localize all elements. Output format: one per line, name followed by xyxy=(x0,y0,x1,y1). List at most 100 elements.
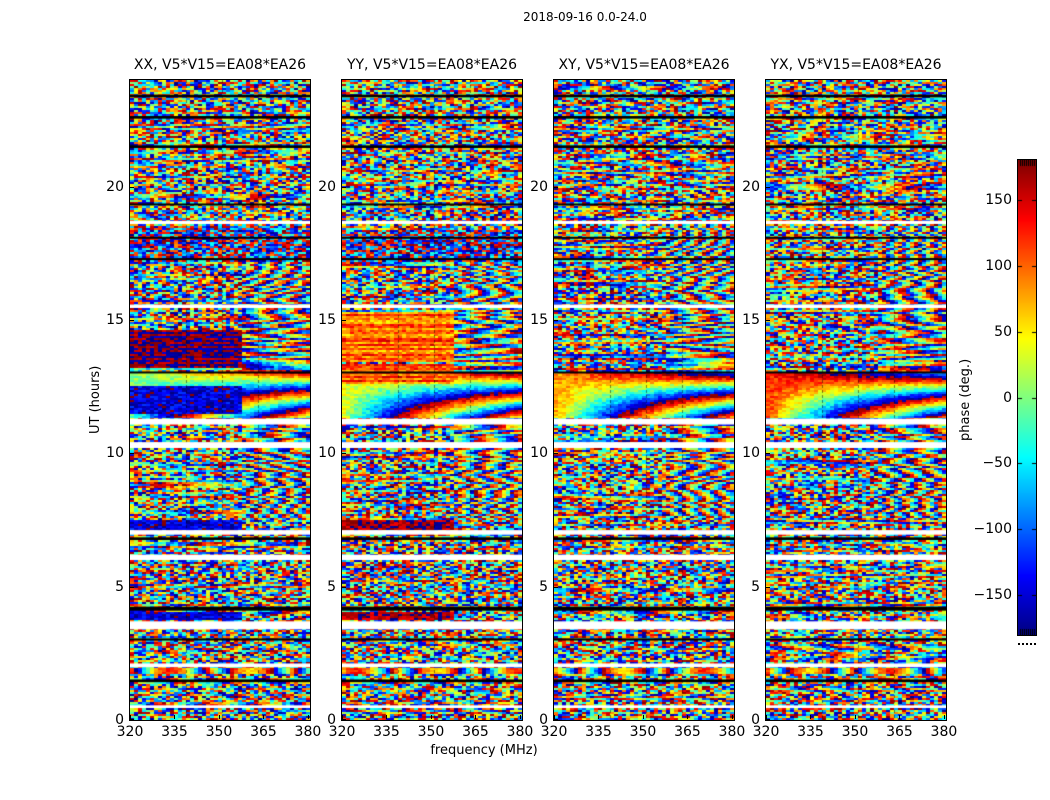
x-tick-mark xyxy=(519,715,521,719)
y-tick-mark xyxy=(554,719,558,720)
figure-title: 2018-09-16 0.0-24.0 xyxy=(523,10,647,24)
x-tick-label: 335 xyxy=(797,724,824,740)
x-tick-mark xyxy=(731,715,733,719)
x-tick-mark xyxy=(263,715,265,719)
y-tick-label: 0 xyxy=(327,712,336,728)
y-tick-label: 5 xyxy=(327,578,336,595)
x-tick-mark xyxy=(218,715,220,719)
y-tick-label: 20 xyxy=(106,178,124,195)
panel-title-yy: YY, V5*V15=EA08*EA26 xyxy=(346,57,518,73)
x-tick-mark xyxy=(598,715,600,719)
y-tick-mark xyxy=(130,186,134,188)
y-tick-label: 15 xyxy=(106,312,124,328)
x-tick-mark xyxy=(810,715,812,719)
x-tick-label: 380 xyxy=(930,724,958,740)
x-tick-mark xyxy=(766,715,767,719)
y-tick-label: 5 xyxy=(115,578,124,595)
y-tick-mark xyxy=(342,186,346,188)
x-tick-mark xyxy=(554,715,555,719)
panel-title-yx: YX, V5*V15=EA08*EA26 xyxy=(770,57,942,73)
x-tick-mark xyxy=(130,715,131,719)
y-tick-label: 5 xyxy=(751,578,760,595)
y-tick-mark xyxy=(130,453,134,455)
y-tick-label: 20 xyxy=(742,178,760,195)
y-tick-label: 0 xyxy=(115,712,124,728)
y-tick-label: 15 xyxy=(530,312,548,328)
y-tick-label: 20 xyxy=(530,178,548,195)
y-tick-label: 10 xyxy=(530,445,548,462)
y-axis-label: UT (hours) xyxy=(88,365,103,435)
y-tick-label: 10 xyxy=(318,445,336,462)
x-tick-mark xyxy=(854,715,856,719)
y-tick-label: 20 xyxy=(318,178,336,195)
heatmap-xy xyxy=(553,79,735,721)
y-tick-mark xyxy=(554,320,558,321)
y-tick-label: 10 xyxy=(106,445,124,462)
y-tick-label: 0 xyxy=(539,712,548,728)
colorbar-tick-label: 50 xyxy=(994,323,1012,340)
x-tick-label: 335 xyxy=(585,724,612,740)
x-tick-label: 335 xyxy=(373,724,400,740)
colorbar-overflow-dots xyxy=(1018,643,1036,645)
y-tick-mark xyxy=(554,586,558,588)
y-tick-mark xyxy=(342,586,346,588)
x-axis-label: frequency (MHz) xyxy=(430,743,538,758)
y-tick-label: 5 xyxy=(539,578,548,595)
y-tick-label: 15 xyxy=(318,312,336,328)
x-tick-label: 380 xyxy=(294,724,322,740)
x-tick-mark xyxy=(899,715,901,719)
y-tick-mark xyxy=(766,320,770,321)
colorbar-tick-label: 100 xyxy=(985,257,1012,274)
x-tick-label: 350 xyxy=(841,724,869,740)
x-tick-label: 350 xyxy=(417,724,445,740)
y-tick-mark xyxy=(342,719,346,720)
x-tick-label: 320 xyxy=(752,724,780,740)
colorbar-tick-label: 0 xyxy=(1003,389,1012,406)
y-tick-mark xyxy=(766,186,770,188)
heatmap-yy xyxy=(341,79,523,721)
x-tick-mark xyxy=(687,715,689,719)
x-tick-label: 320 xyxy=(540,724,568,740)
x-tick-label: 350 xyxy=(205,724,233,740)
x-tick-label: 365 xyxy=(250,724,277,740)
colorbar-gradient xyxy=(1017,159,1037,636)
y-tick-mark xyxy=(130,719,134,720)
y-tick-mark xyxy=(130,320,134,321)
colorbar-tick-label: −150 xyxy=(973,587,1012,604)
x-tick-label: 365 xyxy=(674,724,701,740)
y-tick-mark xyxy=(766,586,770,588)
colorbar-tick-label: −50 xyxy=(982,455,1012,472)
colorbar-tick-label: −100 xyxy=(973,521,1012,538)
x-tick-mark xyxy=(342,715,343,719)
x-tick-mark xyxy=(386,715,388,719)
panel-title-xx: XX, V5*V15=EA08*EA26 xyxy=(133,57,307,73)
y-tick-mark xyxy=(342,320,346,321)
x-tick-label: 380 xyxy=(718,724,746,740)
panel-title-xy: XY, V5*V15=EA08*EA26 xyxy=(558,57,730,73)
y-tick-mark xyxy=(554,186,558,188)
x-tick-mark xyxy=(430,715,432,719)
y-tick-mark xyxy=(766,453,770,455)
y-tick-mark xyxy=(766,719,770,720)
x-tick-label: 365 xyxy=(462,724,489,740)
x-tick-mark xyxy=(943,715,945,719)
heatmap-xx xyxy=(129,79,311,721)
y-tick-label: 0 xyxy=(751,712,760,728)
x-tick-label: 320 xyxy=(328,724,356,740)
x-tick-mark xyxy=(174,715,176,719)
x-tick-label: 380 xyxy=(506,724,534,740)
y-tick-mark xyxy=(130,586,134,588)
x-tick-mark xyxy=(475,715,477,719)
x-tick-label: 335 xyxy=(161,724,188,740)
x-tick-label: 350 xyxy=(629,724,657,740)
x-tick-label: 365 xyxy=(886,724,913,740)
colorbar-tick-label: 150 xyxy=(985,191,1012,208)
y-tick-label: 10 xyxy=(742,445,760,462)
y-tick-mark xyxy=(554,453,558,455)
heatmap-yx xyxy=(765,79,947,721)
y-tick-mark xyxy=(342,453,346,455)
x-tick-mark xyxy=(642,715,644,719)
colorbar-label: phase (deg.) xyxy=(958,358,973,442)
x-tick-mark xyxy=(307,715,309,719)
